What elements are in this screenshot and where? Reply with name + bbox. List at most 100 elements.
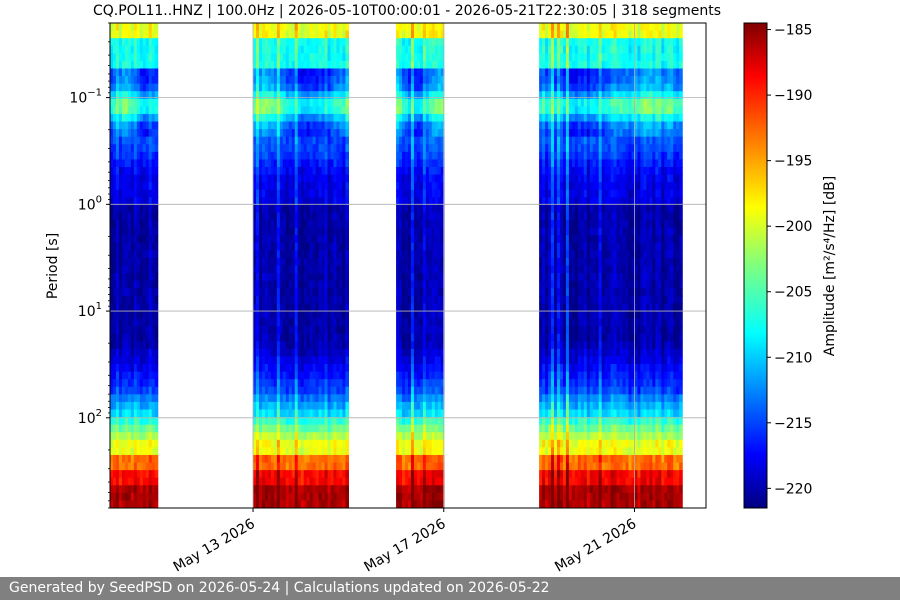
heatmap-cell xyxy=(279,265,284,274)
heatmap-cell xyxy=(261,30,266,39)
heatmap-cell xyxy=(571,76,576,85)
heatmap-cell xyxy=(273,204,278,214)
heatmap-cell xyxy=(279,454,284,464)
heatmap-cell xyxy=(115,38,120,47)
heatmap-cell xyxy=(112,204,117,214)
heatmap-cell xyxy=(574,38,579,47)
heatmap-cell xyxy=(324,257,329,267)
heatmap-cell xyxy=(127,454,132,464)
heatmap-cell xyxy=(267,98,272,107)
heatmap-cell xyxy=(291,500,296,508)
heatmap-cell xyxy=(110,242,114,251)
heatmap-cell xyxy=(399,38,403,47)
heatmap-cell xyxy=(273,432,278,441)
heatmap-cell xyxy=(282,470,287,479)
heatmap-cell xyxy=(279,136,284,145)
heatmap-cell xyxy=(345,477,349,486)
heatmap-cell xyxy=(285,424,290,433)
heatmap-cell xyxy=(330,265,335,274)
heatmap-cell xyxy=(145,91,150,100)
heatmap-cell xyxy=(148,60,153,70)
heatmap-cell xyxy=(336,371,341,380)
heatmap-cell xyxy=(571,379,576,388)
heatmap-cell xyxy=(574,129,579,138)
heatmap-cell xyxy=(568,288,573,297)
heatmap-cell xyxy=(562,76,567,85)
heatmap-cell xyxy=(571,401,576,411)
heatmap-cell xyxy=(124,68,129,77)
heatmap-cell xyxy=(434,166,439,176)
heatmap-cell xyxy=(133,356,138,365)
heatmap-cell xyxy=(342,424,347,433)
heatmap-cell xyxy=(571,129,576,138)
heatmap-cell xyxy=(309,401,314,411)
heatmap-cell xyxy=(318,45,323,54)
heatmap-cell xyxy=(413,235,418,244)
heatmap-cell xyxy=(336,341,341,350)
heatmap-cell xyxy=(542,424,546,433)
heatmap-cell xyxy=(312,348,317,358)
heatmap-cell xyxy=(151,485,156,494)
heatmap-cell xyxy=(112,136,117,145)
heatmap-cell xyxy=(294,394,299,403)
heatmap-cell xyxy=(396,417,400,426)
heatmap-cell xyxy=(440,227,445,236)
heatmap-cell xyxy=(256,470,260,479)
heatmap-cell xyxy=(428,333,433,342)
heatmap-cell xyxy=(422,364,427,373)
heatmap-cell xyxy=(551,250,555,259)
heatmap-cell xyxy=(431,492,436,502)
heatmap-cell xyxy=(145,273,150,282)
heatmap-cell xyxy=(419,250,424,259)
heatmap-cell xyxy=(270,326,275,335)
heatmap-cell xyxy=(306,265,311,274)
heatmap-cell xyxy=(428,265,433,274)
heatmap-cell xyxy=(330,83,335,92)
heatmap-cell xyxy=(151,432,156,441)
heatmap-cell xyxy=(294,23,299,32)
heatmap-cell xyxy=(571,53,576,62)
heatmap-cell xyxy=(279,257,284,267)
heatmap-cell xyxy=(545,204,549,214)
heatmap-cell xyxy=(294,295,299,304)
heatmap-cell xyxy=(151,318,156,327)
heatmap-cell xyxy=(297,242,302,251)
heatmap-cell xyxy=(279,189,284,198)
heatmap-cell xyxy=(264,45,269,54)
heatmap-cell xyxy=(112,83,117,92)
heatmap-cell xyxy=(425,144,430,153)
heatmap-cell xyxy=(548,189,552,198)
heatmap-cell xyxy=(413,197,418,206)
heatmap-cell xyxy=(410,212,415,221)
heatmap-cell xyxy=(425,326,430,335)
heatmap-cell xyxy=(577,76,582,85)
heatmap-cell xyxy=(548,257,552,267)
heatmap-cell xyxy=(425,401,430,411)
heatmap-cell xyxy=(324,454,329,464)
heatmap-cell xyxy=(285,386,290,395)
heatmap-cell xyxy=(431,166,436,176)
heatmap-cell xyxy=(571,98,576,107)
heatmap-cell xyxy=(133,144,138,153)
heatmap-cell xyxy=(324,500,329,508)
heatmap-cell xyxy=(306,424,311,433)
heatmap-cell xyxy=(145,136,150,145)
heatmap-cell xyxy=(431,417,436,426)
heatmap-cell xyxy=(276,341,281,350)
heatmap-cell xyxy=(405,68,409,77)
heatmap-cell xyxy=(410,417,415,426)
heatmap-cell xyxy=(345,348,349,358)
heatmap-cell xyxy=(121,83,126,92)
heatmap-cell xyxy=(309,257,314,267)
heatmap-cell xyxy=(554,424,558,433)
heatmap-cell xyxy=(110,439,114,448)
heatmap-cell xyxy=(565,242,570,251)
heatmap-cell xyxy=(571,60,576,70)
heatmap-cell xyxy=(259,121,263,130)
heatmap-cell xyxy=(136,174,141,183)
heatmap-cell xyxy=(402,76,406,85)
heatmap-cell xyxy=(154,432,159,441)
heatmap-cell xyxy=(264,462,269,471)
heatmap-cell xyxy=(145,470,150,479)
heatmap-cell xyxy=(312,98,317,107)
